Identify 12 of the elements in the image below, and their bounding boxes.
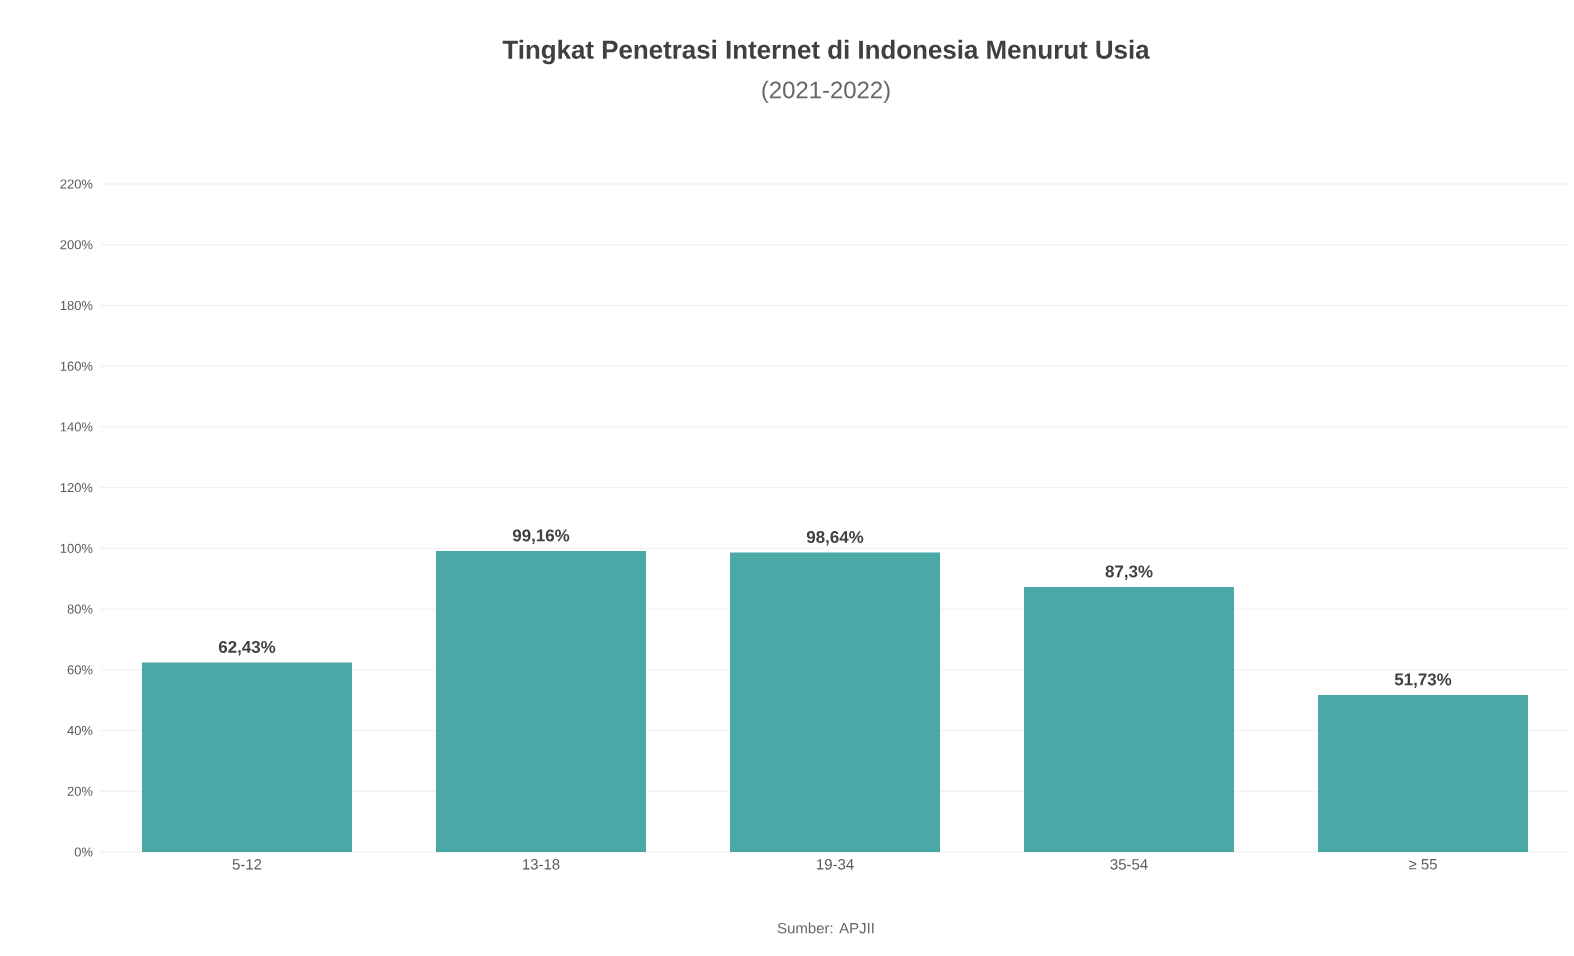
data-label: 62,43% — [218, 640, 276, 656]
bar — [142, 662, 353, 852]
data-label: 99,16% — [512, 529, 570, 544]
data-label: 87,3% — [1105, 565, 1153, 580]
bar — [1318, 694, 1529, 852]
chart-subtitle: (2021-2022) — [762, 80, 890, 104]
chart-title: Tingkat Penetrasi Internet di Indonesia Menurut Usia — [502, 39, 1150, 65]
bar — [1024, 586, 1235, 852]
bar — [436, 550, 647, 852]
bar — [730, 552, 941, 852]
data-label: 51,73% — [1394, 673, 1452, 688]
data-label: 98,64% — [806, 531, 864, 546]
